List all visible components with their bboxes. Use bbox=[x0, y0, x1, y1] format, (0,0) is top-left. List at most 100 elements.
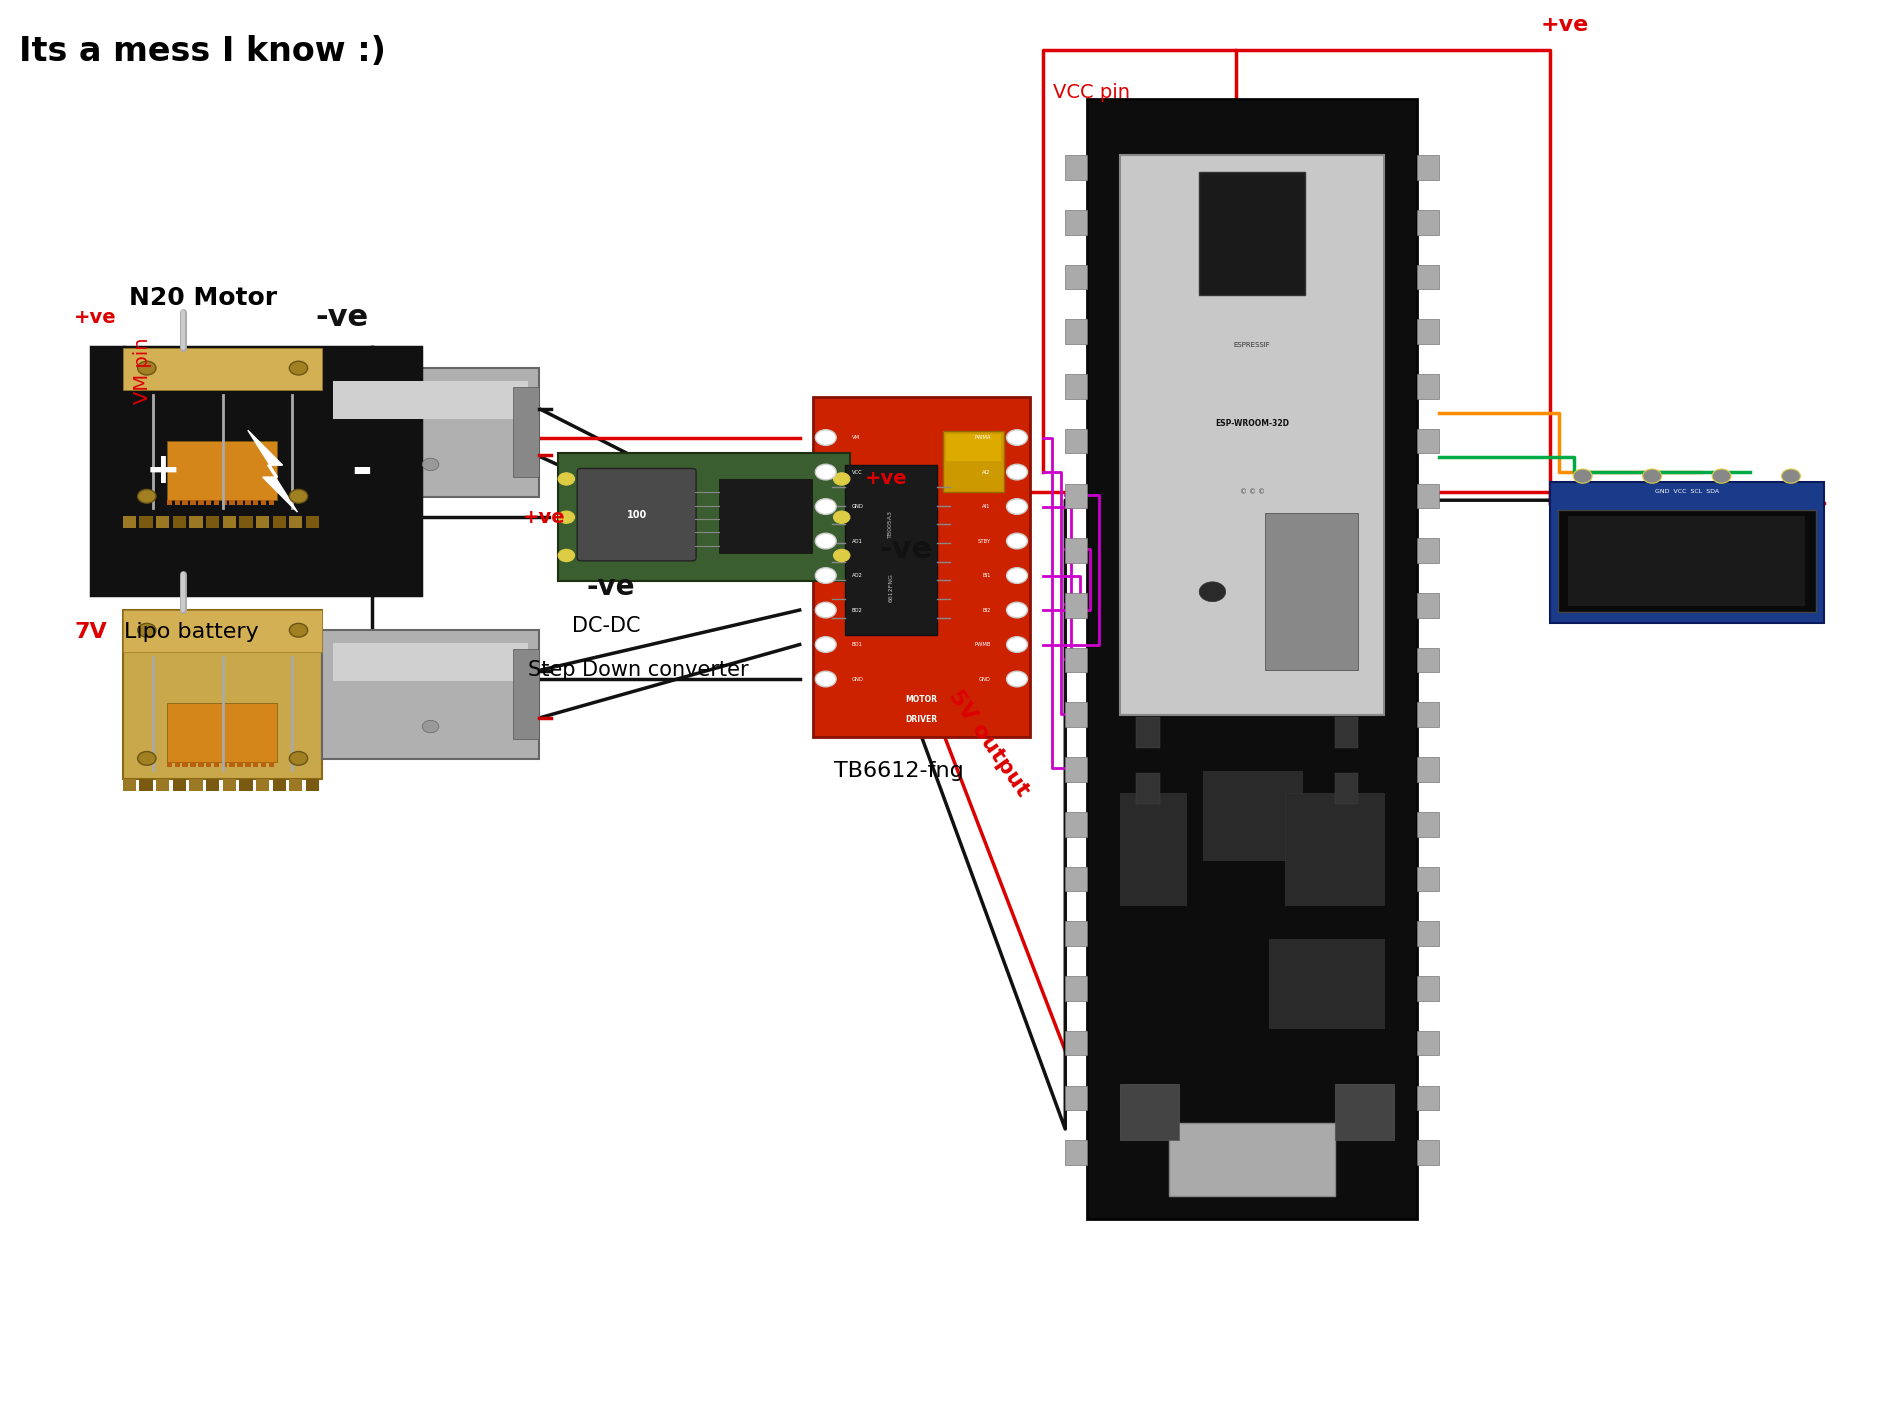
Bar bbox=[166, 703, 276, 762]
Bar bbox=[1065, 1141, 1086, 1165]
Text: DC-DC: DC-DC bbox=[572, 615, 640, 636]
Bar bbox=[1065, 812, 1086, 836]
Bar bbox=[123, 517, 136, 529]
Circle shape bbox=[814, 636, 835, 652]
Text: -ve: -ve bbox=[586, 574, 635, 601]
Circle shape bbox=[1007, 602, 1028, 618]
Text: +: + bbox=[145, 451, 181, 492]
Bar bbox=[189, 517, 202, 529]
Text: 100: 100 bbox=[625, 510, 646, 520]
Text: VCC pin: VCC pin bbox=[1052, 82, 1130, 102]
Text: GND: GND bbox=[979, 676, 990, 682]
Bar bbox=[206, 779, 219, 791]
Circle shape bbox=[1007, 672, 1028, 687]
Circle shape bbox=[138, 489, 157, 503]
Text: TB005A3: TB005A3 bbox=[888, 510, 893, 538]
Circle shape bbox=[557, 550, 574, 561]
Text: BI2: BI2 bbox=[982, 608, 990, 612]
Bar bbox=[332, 643, 527, 682]
Text: -ve: -ve bbox=[315, 303, 368, 332]
Bar bbox=[140, 779, 153, 791]
Circle shape bbox=[814, 499, 835, 514]
Bar bbox=[1417, 867, 1438, 891]
Circle shape bbox=[1781, 469, 1800, 483]
Bar bbox=[166, 441, 276, 500]
Bar bbox=[1065, 976, 1086, 1000]
Bar bbox=[255, 779, 268, 791]
Bar bbox=[183, 762, 187, 767]
Bar bbox=[1065, 867, 1086, 891]
Bar bbox=[1417, 976, 1438, 1000]
Text: +ve: +ve bbox=[865, 469, 907, 489]
Bar bbox=[166, 500, 172, 504]
Text: VM pin: VM pin bbox=[132, 337, 153, 404]
Bar bbox=[229, 762, 234, 767]
Bar bbox=[289, 517, 302, 529]
Circle shape bbox=[1007, 429, 1028, 445]
Bar bbox=[1065, 921, 1086, 947]
Bar bbox=[1065, 592, 1086, 618]
Circle shape bbox=[1007, 568, 1028, 584]
Bar bbox=[268, 500, 274, 504]
Bar bbox=[1557, 510, 1815, 612]
Bar bbox=[174, 762, 179, 767]
Bar bbox=[1268, 939, 1383, 1029]
Bar bbox=[253, 500, 259, 504]
Bar bbox=[1568, 516, 1804, 606]
Bar bbox=[1417, 757, 1438, 782]
Circle shape bbox=[289, 623, 308, 638]
Bar bbox=[1285, 794, 1383, 905]
Bar bbox=[255, 517, 268, 529]
Bar bbox=[223, 517, 236, 529]
Text: AI2: AI2 bbox=[982, 469, 990, 475]
Bar bbox=[946, 434, 1001, 462]
Circle shape bbox=[1198, 582, 1224, 602]
Bar bbox=[306, 779, 319, 791]
Text: Its a mess I know :): Its a mess I know :) bbox=[19, 35, 385, 68]
Bar bbox=[272, 779, 285, 791]
Bar bbox=[1135, 774, 1158, 805]
Bar bbox=[1118, 156, 1383, 714]
Circle shape bbox=[1007, 636, 1028, 652]
Bar bbox=[166, 762, 172, 767]
Text: PWMA: PWMA bbox=[975, 435, 990, 441]
Bar bbox=[1065, 757, 1086, 782]
Bar bbox=[718, 479, 812, 553]
Circle shape bbox=[833, 512, 850, 523]
Bar bbox=[246, 762, 251, 767]
Bar bbox=[213, 762, 219, 767]
Bar bbox=[157, 779, 170, 791]
Text: GND: GND bbox=[852, 676, 863, 682]
Bar bbox=[123, 611, 323, 779]
Bar bbox=[191, 500, 196, 504]
Bar bbox=[238, 762, 242, 767]
Text: DRIVER: DRIVER bbox=[905, 716, 937, 724]
Bar bbox=[557, 453, 850, 581]
Bar bbox=[172, 517, 185, 529]
Text: -ve: -ve bbox=[880, 534, 933, 564]
Bar bbox=[1118, 794, 1186, 905]
Bar bbox=[172, 779, 185, 791]
Bar bbox=[1417, 592, 1438, 618]
Bar bbox=[332, 381, 527, 419]
Bar bbox=[1417, 812, 1438, 836]
Bar bbox=[189, 779, 202, 791]
Bar bbox=[1065, 1085, 1086, 1110]
Text: BO2: BO2 bbox=[852, 608, 861, 612]
Bar bbox=[943, 431, 1003, 492]
Circle shape bbox=[138, 751, 157, 765]
Text: GND  VCC  SCL  SDA: GND VCC SCL SDA bbox=[1655, 489, 1717, 495]
Text: Step Down converter: Step Down converter bbox=[527, 660, 748, 680]
Circle shape bbox=[1007, 465, 1028, 480]
Text: -: - bbox=[351, 448, 372, 495]
Bar bbox=[1065, 429, 1086, 453]
Bar bbox=[238, 500, 242, 504]
Circle shape bbox=[814, 602, 835, 618]
Bar bbox=[306, 517, 319, 529]
Text: +ve: +ve bbox=[74, 307, 117, 327]
Bar bbox=[206, 762, 212, 767]
Text: VCC: VCC bbox=[852, 469, 861, 475]
Circle shape bbox=[814, 568, 835, 584]
Text: 7V: 7V bbox=[74, 622, 108, 642]
Bar bbox=[183, 500, 187, 504]
